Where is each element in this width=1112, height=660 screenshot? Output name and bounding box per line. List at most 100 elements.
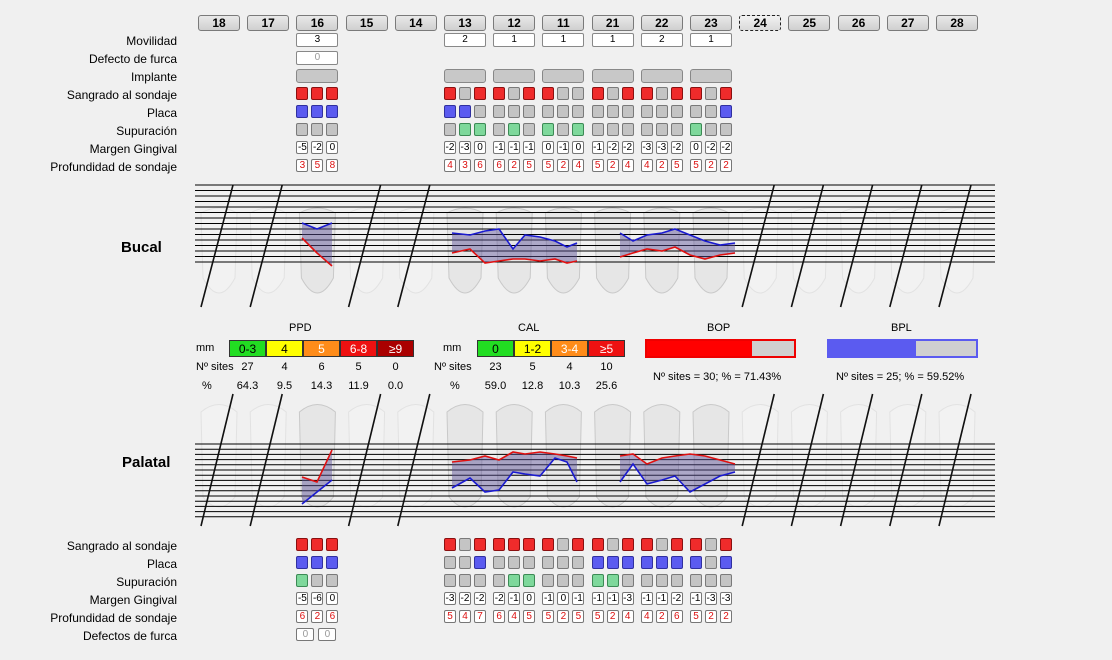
placa-palatal-cell-21-1[interactable]	[591, 556, 604, 569]
placa-palatal-cell-16-3[interactable]	[326, 556, 339, 569]
margen-palatal-cell-11-1[interactable]: -1	[542, 592, 555, 605]
placa-cell-13-1[interactable]	[444, 105, 456, 118]
supuracion-cell-22-1[interactable]	[640, 123, 653, 136]
margen-palatal-cell-22-2[interactable]: -1	[655, 592, 668, 605]
margen-palatal-cell-21-1[interactable]: -1	[591, 592, 604, 605]
profundidad-cell-16-3[interactable]: 8	[326, 159, 339, 172]
supuracion-cell-21-1[interactable]	[591, 123, 604, 136]
profundidad-palatal-cell-12-3[interactable]: 5	[523, 610, 536, 623]
margen-palatal-cell-21-3[interactable]: -3	[621, 592, 634, 605]
placa-cell-22-2[interactable]	[655, 105, 668, 118]
profundidad-palatal-cell-16-3[interactable]: 6	[326, 610, 339, 623]
supuracion-cell-12-1[interactable]	[493, 123, 506, 136]
margen-palatal-cell-22-3[interactable]: -2	[670, 592, 683, 605]
movilidad-field-22[interactable]: 2	[640, 33, 683, 47]
placa-cell-13-2[interactable]	[459, 105, 471, 118]
profundidad-palatal-cell-21-1[interactable]: 5	[591, 610, 604, 623]
placa-cell-21-3[interactable]	[621, 105, 634, 118]
sangrado-palatal-cell-22-2[interactable]	[655, 538, 668, 551]
sangrado-cell-13-2[interactable]	[459, 87, 471, 100]
sangrado-palatal-cell-12-3[interactable]	[523, 538, 536, 551]
profundidad-cell-22-2[interactable]: 2	[655, 159, 668, 172]
tooth-button-28[interactable]: 28	[936, 15, 978, 31]
sangrado-cell-21-1[interactable]	[591, 87, 604, 100]
tooth-button-18[interactable]: 18	[198, 15, 240, 31]
sangrado-cell-11-1[interactable]	[542, 87, 555, 100]
supuracion-cell-11-3[interactable]	[572, 123, 585, 136]
sangrado-palatal-cell-11-1[interactable]	[542, 538, 555, 551]
profundidad-cell-21-3[interactable]: 4	[621, 159, 634, 172]
supuracion-cell-16-2[interactable]	[311, 123, 324, 136]
tooth-button-26[interactable]: 26	[837, 15, 880, 31]
placa-palatal-cell-12-2[interactable]	[508, 556, 521, 569]
placa-palatal-cell-23-3[interactable]	[720, 556, 732, 569]
supuracion-palatal-cell-23-3[interactable]	[720, 574, 732, 587]
supuracion-cell-13-2[interactable]	[459, 123, 471, 136]
sangrado-cell-11-2[interactable]	[557, 87, 570, 100]
margen-cell-22-2[interactable]: -3	[655, 141, 668, 154]
tooth-button-11[interactable]: 11	[542, 15, 585, 31]
placa-palatal-cell-21-3[interactable]	[621, 556, 634, 569]
movilidad-field-23[interactable]: 1	[690, 33, 732, 47]
supuracion-palatal-cell-21-3[interactable]	[621, 574, 634, 587]
profundidad-cell-21-2[interactable]: 2	[606, 159, 619, 172]
profundidad-cell-11-2[interactable]: 2	[557, 159, 570, 172]
placa-cell-23-1[interactable]	[690, 105, 702, 118]
placa-palatal-cell-11-1[interactable]	[542, 556, 555, 569]
placa-cell-11-3[interactable]	[572, 105, 585, 118]
placa-palatal-cell-11-3[interactable]	[572, 556, 585, 569]
placa-cell-11-1[interactable]	[542, 105, 555, 118]
margen-cell-16-1[interactable]: -5	[296, 141, 309, 154]
margen-cell-11-3[interactable]: 0	[572, 141, 585, 154]
tooth-button-25[interactable]: 25	[788, 15, 831, 31]
margen-palatal-cell-16-2[interactable]: -6	[311, 592, 324, 605]
sangrado-cell-22-2[interactable]	[655, 87, 668, 100]
sangrado-palatal-cell-11-2[interactable]	[557, 538, 570, 551]
profundidad-cell-11-1[interactable]: 5	[542, 159, 555, 172]
supuracion-cell-16-1[interactable]	[296, 123, 309, 136]
margen-cell-11-2[interactable]: -1	[557, 141, 570, 154]
margen-palatal-cell-12-1[interactable]: -2	[493, 592, 506, 605]
placa-cell-16-1[interactable]	[296, 105, 309, 118]
tooth-button-14[interactable]: 14	[394, 15, 437, 31]
sangrado-palatal-cell-22-1[interactable]	[640, 538, 653, 551]
sangrado-cell-23-1[interactable]	[690, 87, 702, 100]
supuracion-cell-11-1[interactable]	[542, 123, 555, 136]
profundidad-cell-12-2[interactable]: 2	[508, 159, 521, 172]
sangrado-palatal-cell-13-3[interactable]	[474, 538, 486, 551]
placa-palatal-cell-11-2[interactable]	[557, 556, 570, 569]
placa-palatal-cell-22-2[interactable]	[655, 556, 668, 569]
profundidad-cell-16-1[interactable]: 3	[296, 159, 309, 172]
supuracion-palatal-cell-13-2[interactable]	[459, 574, 471, 587]
supuracion-palatal-cell-13-3[interactable]	[474, 574, 486, 587]
placa-cell-16-3[interactable]	[326, 105, 339, 118]
supuracion-palatal-cell-11-1[interactable]	[542, 574, 555, 587]
placa-cell-22-1[interactable]	[640, 105, 653, 118]
sangrado-cell-22-3[interactable]	[670, 87, 683, 100]
supuracion-cell-23-1[interactable]	[690, 123, 702, 136]
margen-palatal-cell-12-3[interactable]: 0	[523, 592, 536, 605]
sangrado-palatal-cell-16-2[interactable]	[311, 538, 324, 551]
furca-palatal-cell-16-2[interactable]: 0	[318, 628, 337, 641]
margen-cell-13-1[interactable]: -2	[444, 141, 456, 154]
sangrado-palatal-cell-21-2[interactable]	[606, 538, 619, 551]
implante-toggle-23[interactable]	[690, 69, 732, 83]
supuracion-cell-23-2[interactable]	[705, 123, 717, 136]
placa-cell-12-3[interactable]	[523, 105, 536, 118]
tooth-button-16[interactable]: 16	[296, 15, 339, 31]
tooth-button-27[interactable]: 27	[886, 15, 929, 31]
movilidad-field-13[interactable]: 2	[444, 33, 486, 47]
margen-cell-16-3[interactable]: 0	[326, 141, 339, 154]
movilidad-field-16[interactable]: 3	[296, 33, 339, 47]
supuracion-cell-21-2[interactable]	[606, 123, 619, 136]
sangrado-cell-23-2[interactable]	[705, 87, 717, 100]
tooth-button-23[interactable]: 23	[690, 15, 732, 31]
implante-toggle-13[interactable]	[444, 69, 486, 83]
sangrado-palatal-cell-23-3[interactable]	[720, 538, 732, 551]
supuracion-palatal-cell-22-3[interactable]	[670, 574, 683, 587]
supuracion-palatal-cell-21-2[interactable]	[606, 574, 619, 587]
profundidad-palatal-cell-21-3[interactable]: 4	[621, 610, 634, 623]
profundidad-cell-12-3[interactable]: 5	[523, 159, 536, 172]
implante-toggle-11[interactable]	[542, 69, 585, 83]
profundidad-palatal-cell-21-2[interactable]: 2	[606, 610, 619, 623]
